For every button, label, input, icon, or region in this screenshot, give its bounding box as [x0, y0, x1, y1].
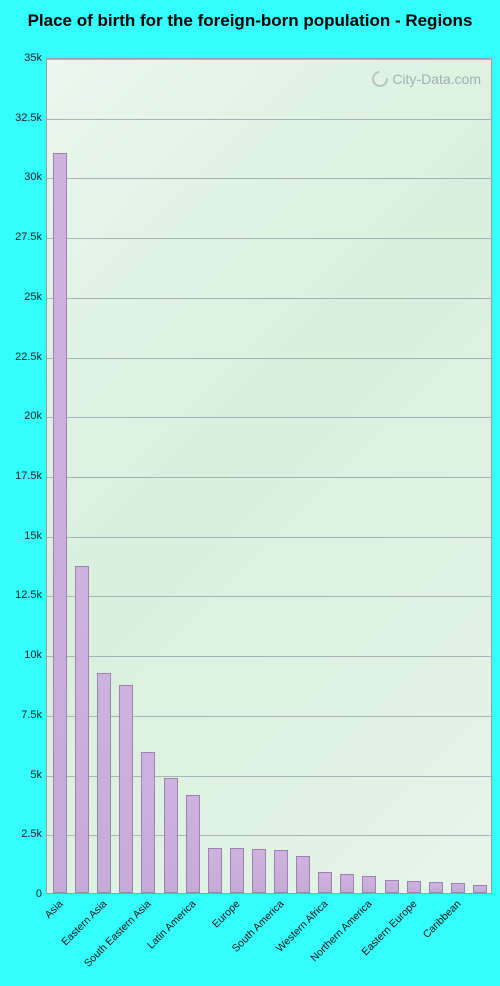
plot-area: City-Data.com: [46, 58, 492, 894]
y-tick-label: 25k: [2, 291, 42, 303]
bar: [119, 685, 133, 893]
bar: [429, 882, 443, 893]
x-tick-label: Asia: [57, 898, 65, 906]
bar: [141, 752, 155, 893]
bar: [451, 883, 465, 893]
y-tick-label: 22.5k: [2, 351, 42, 363]
chart-container: 02.5k5k7.5k10k12.5k15k17.5k20k22.5k25k27…: [8, 58, 492, 976]
y-tick-label: 0: [2, 888, 42, 900]
y-tick-label: 27.5k: [2, 231, 42, 243]
bar: [53, 153, 67, 893]
x-tick-label: Western Africa: [322, 898, 330, 906]
x-tick-label: Europe: [234, 898, 242, 906]
y-tick-label: 30k: [2, 171, 42, 183]
bar: [164, 778, 178, 893]
bar: [407, 881, 421, 893]
bars-group: [47, 59, 491, 893]
y-tick-label: 10k: [2, 649, 42, 661]
bar: [473, 885, 487, 893]
bar: [296, 856, 310, 893]
x-tick-label: Latin America: [190, 898, 198, 906]
bar: [318, 872, 332, 893]
y-tick-label: 5k: [2, 769, 42, 781]
y-tick-label: 7.5k: [2, 709, 42, 721]
x-tick-label: Northern America: [366, 898, 374, 906]
y-tick-label: 35k: [2, 52, 42, 64]
x-tick-label: South America: [278, 898, 286, 906]
bar: [274, 850, 288, 893]
bar: [385, 880, 399, 893]
x-axis-labels: Asia Eastern Asia South Eastern Asia Latin …: [46, 894, 492, 976]
y-tick-label: 20k: [2, 410, 42, 422]
x-tick-label: Eastern Asia: [101, 898, 109, 906]
y-tick-label: 32.5k: [2, 112, 42, 124]
chart-title: Place of birth for the foreign-born popu…: [0, 0, 500, 39]
bar: [208, 848, 222, 893]
x-tick-label: Eastern Europe: [411, 898, 419, 906]
x-tick-label: South Eastern Asia: [145, 898, 153, 906]
bar: [230, 848, 244, 893]
x-tick-label: Caribbean: [455, 898, 463, 906]
y-tick-label: 17.5k: [2, 470, 42, 482]
bar: [75, 566, 89, 893]
bar: [340, 874, 354, 893]
y-tick-label: 15k: [2, 530, 42, 542]
y-tick-label: 12.5k: [2, 589, 42, 601]
bar: [186, 795, 200, 893]
bar: [252, 849, 266, 893]
y-tick-label: 2.5k: [2, 828, 42, 840]
bar: [97, 673, 111, 893]
bar: [362, 876, 376, 893]
